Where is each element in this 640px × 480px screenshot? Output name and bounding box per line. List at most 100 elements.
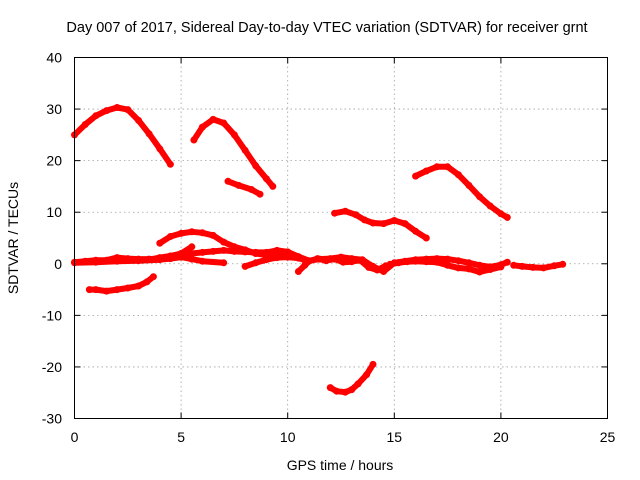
data-point xyxy=(465,265,473,273)
data-point xyxy=(341,388,349,396)
chart-title: Day 007 of 2017, Sidereal Day-to-day VTE… xyxy=(66,20,587,36)
data-point xyxy=(422,234,430,242)
data-point xyxy=(198,229,206,237)
data-point xyxy=(241,248,249,256)
data-point xyxy=(497,210,505,218)
data-point xyxy=(156,239,164,247)
data-point xyxy=(241,262,249,270)
x-tick-label: 20 xyxy=(493,429,509,445)
grid-lines xyxy=(74,57,608,419)
data-point xyxy=(220,238,228,246)
data-point xyxy=(465,181,473,189)
axis-ticks xyxy=(74,57,608,419)
data-point xyxy=(369,219,377,227)
data-point xyxy=(209,231,217,239)
data-point xyxy=(92,258,100,266)
data-point xyxy=(92,286,100,294)
data-point xyxy=(135,116,142,124)
data-point xyxy=(156,254,164,262)
data-point xyxy=(363,371,371,379)
data-point xyxy=(262,248,270,256)
data-point xyxy=(444,163,452,171)
data-point xyxy=(177,229,185,237)
data-point xyxy=(510,261,518,269)
data-point xyxy=(252,248,260,256)
data-point xyxy=(156,145,164,153)
plot-frame xyxy=(74,57,608,419)
data-point xyxy=(81,121,89,128)
data-point xyxy=(352,211,360,219)
data-series xyxy=(71,104,567,396)
y-tick-label: -10 xyxy=(42,307,62,323)
data-point xyxy=(401,220,409,228)
y-tick-label: -30 xyxy=(42,411,62,427)
data-point xyxy=(230,247,238,255)
data-point xyxy=(412,227,420,235)
data-point xyxy=(444,255,452,263)
data-point xyxy=(273,254,281,262)
data-point xyxy=(284,248,292,256)
data-point xyxy=(262,175,270,183)
data-point xyxy=(113,104,121,111)
data-point xyxy=(143,278,151,286)
data-point xyxy=(454,264,462,272)
data-point xyxy=(497,263,505,271)
data-point xyxy=(188,250,196,257)
data-point xyxy=(465,259,473,267)
data-point xyxy=(529,263,537,271)
data-point xyxy=(444,261,452,269)
data-point xyxy=(550,262,558,270)
data-point xyxy=(166,233,174,240)
series-arc-3 xyxy=(225,178,263,198)
data-point xyxy=(198,257,206,265)
data-point xyxy=(124,106,132,114)
data-point xyxy=(294,254,302,262)
data-point xyxy=(454,171,462,179)
data-point xyxy=(177,250,185,257)
data-point xyxy=(518,262,526,270)
data-point xyxy=(113,257,121,265)
data-point xyxy=(220,259,228,267)
data-point xyxy=(235,181,243,189)
data-point xyxy=(476,261,484,269)
data-point xyxy=(198,123,206,131)
data-point xyxy=(188,243,196,251)
data-point xyxy=(248,186,255,193)
data-point xyxy=(113,286,121,294)
x-tick-label: 0 xyxy=(71,429,79,445)
y-tick-label: 10 xyxy=(46,204,62,220)
data-point xyxy=(305,257,313,265)
data-point xyxy=(333,387,341,395)
data-point xyxy=(412,172,420,180)
data-point xyxy=(486,266,494,273)
data-point xyxy=(252,162,260,170)
data-point xyxy=(365,263,373,271)
data-point xyxy=(262,256,270,264)
data-point xyxy=(85,286,93,294)
y-axis-label: SDTVAR / TECUs xyxy=(5,182,21,294)
data-point xyxy=(339,258,347,266)
data-point xyxy=(386,260,394,268)
y-tick-label: 40 xyxy=(46,50,62,66)
data-point xyxy=(103,107,110,115)
data-point xyxy=(433,163,441,171)
data-point xyxy=(103,287,110,295)
data-point xyxy=(166,160,174,168)
data-point xyxy=(395,259,403,267)
data-point xyxy=(209,115,217,123)
data-point xyxy=(361,216,368,224)
x-tick-label: 10 xyxy=(280,429,296,445)
data-point xyxy=(433,258,441,266)
data-point xyxy=(198,248,206,256)
data-point xyxy=(369,360,377,368)
y-tick-label: 30 xyxy=(46,101,62,117)
data-point xyxy=(403,258,411,266)
data-point xyxy=(476,268,484,276)
data-point xyxy=(166,252,174,260)
data-point xyxy=(209,247,217,255)
data-point xyxy=(294,268,302,275)
data-point xyxy=(454,257,462,265)
data-point xyxy=(135,282,142,290)
data-point xyxy=(476,193,484,201)
